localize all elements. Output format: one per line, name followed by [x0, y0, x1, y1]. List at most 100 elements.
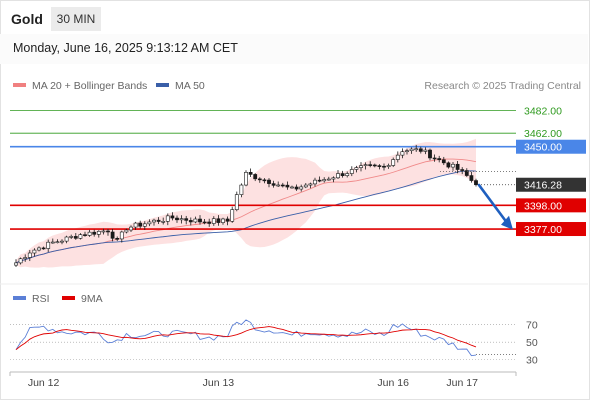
- candle-body: [331, 177, 336, 180]
- candle-body: [69, 236, 74, 238]
- candle-body: [460, 169, 465, 171]
- candle-body: [395, 154, 400, 160]
- candle-body: [326, 178, 331, 181]
- level-tag-4: [516, 222, 586, 237]
- candle-body: [248, 172, 253, 175]
- level-label-4: 3377.00: [524, 224, 562, 236]
- candle-body: [441, 159, 446, 164]
- candle-body: [115, 238, 120, 240]
- legend-item-rsi: RSI: [13, 293, 50, 305]
- candle-body: [198, 218, 202, 223]
- candle-body: [294, 186, 299, 190]
- candle-body: [46, 241, 51, 249]
- candle-body: [336, 173, 340, 179]
- candle-body: [290, 186, 294, 189]
- rsi-level-label-0: 70: [526, 320, 538, 332]
- candle-body: [239, 184, 244, 195]
- candle-body: [244, 172, 248, 186]
- candle-body: [193, 218, 198, 223]
- candle-body: [165, 215, 170, 222]
- candle-body: [308, 183, 313, 186]
- timeframe-button[interactable]: 30 MIN: [51, 7, 101, 31]
- candle-body: [349, 169, 354, 174]
- candle-body: [27, 252, 32, 258]
- rsi-9ma-line: [15, 326, 477, 351]
- legend-label-ma20: MA 20 + Bollinger Bands: [32, 80, 148, 92]
- candle-body: [147, 221, 152, 225]
- candle-body: [391, 159, 396, 166]
- candle-body: [207, 221, 212, 224]
- forecast-arrow-icon: [477, 183, 509, 225]
- candle-body: [161, 220, 166, 223]
- candle-body: [257, 178, 262, 181]
- instrument-title: Gold: [11, 11, 43, 27]
- candle-body: [101, 230, 106, 233]
- level-tag-2: [516, 139, 586, 154]
- candle-body: [359, 165, 363, 168]
- candle-body: [129, 226, 133, 231]
- candle-body: [18, 258, 23, 264]
- candle-body: [400, 151, 405, 156]
- rsi-level-label-2: 30: [526, 355, 538, 367]
- candle-body: [119, 231, 124, 240]
- candle-body: [41, 247, 46, 250]
- legend-item-ma50: MA 50: [156, 80, 205, 92]
- rsi-level-label-1: 50: [526, 337, 538, 349]
- candle-body: [234, 194, 239, 210]
- candle-body: [423, 149, 428, 152]
- candle-body: [368, 164, 373, 166]
- candle-body: [83, 234, 87, 236]
- candle-body: [386, 165, 391, 168]
- datetime-label: Monday, June 16, 2025 9:13:12 AM CET: [13, 41, 238, 55]
- candle-body: [437, 158, 442, 161]
- 9ma-swatch-icon: [62, 296, 75, 301]
- last-price-tag: [516, 177, 586, 192]
- candle-body: [87, 231, 92, 236]
- candle-body: [225, 218, 230, 222]
- candle-body: [303, 184, 308, 188]
- candle-body: [345, 173, 350, 176]
- legend-label-9ma: 9MA: [81, 293, 103, 305]
- x-tick-label-0: Jun 12: [28, 377, 60, 389]
- candle-body: [271, 183, 276, 186]
- x-tick-label-2: Jun 16: [377, 377, 409, 389]
- candle-body: [221, 218, 225, 223]
- candle-body: [188, 220, 193, 223]
- candle-body: [124, 229, 129, 233]
- source-credit: Research © 2025 Trading Central: [424, 80, 581, 92]
- candle-body: [14, 262, 18, 266]
- candle-body: [156, 219, 161, 222]
- candle-body: [299, 186, 304, 190]
- candle-body: [451, 163, 455, 168]
- candle-body: [322, 179, 327, 182]
- candle-body: [106, 230, 110, 233]
- candle-body: [340, 173, 345, 176]
- legend-label-ma50: MA 50: [175, 80, 205, 92]
- x-tick-label-3: Jun 17: [446, 377, 478, 389]
- candle-body: [354, 167, 359, 170]
- candle-body: [50, 241, 55, 244]
- level-label-0: 3482.00: [524, 106, 562, 118]
- rsi-line: [15, 319, 477, 357]
- candle-body: [230, 209, 235, 222]
- candle-body: [138, 222, 143, 227]
- candle-body: [64, 236, 69, 242]
- candle-body: [110, 231, 115, 239]
- candle-body: [73, 236, 78, 239]
- level-label-2: 3450.00: [524, 142, 562, 154]
- ma20-swatch-icon: [13, 83, 26, 88]
- level-label-3: 3398.00: [524, 200, 562, 212]
- legend-label-rsi: RSI: [32, 293, 50, 305]
- bollinger-band-area: [16, 138, 476, 268]
- candle-body: [262, 179, 267, 182]
- candle-body: [32, 249, 37, 254]
- forecast-arrowhead-icon: [501, 215, 513, 230]
- candle-body: [446, 162, 451, 168]
- level-label-1: 3462.00: [524, 128, 562, 140]
- candle-body: [37, 247, 41, 251]
- candle-body: [414, 148, 419, 151]
- candle-body: [285, 184, 290, 188]
- candle-body: [363, 164, 368, 166]
- candle-body: [175, 217, 179, 221]
